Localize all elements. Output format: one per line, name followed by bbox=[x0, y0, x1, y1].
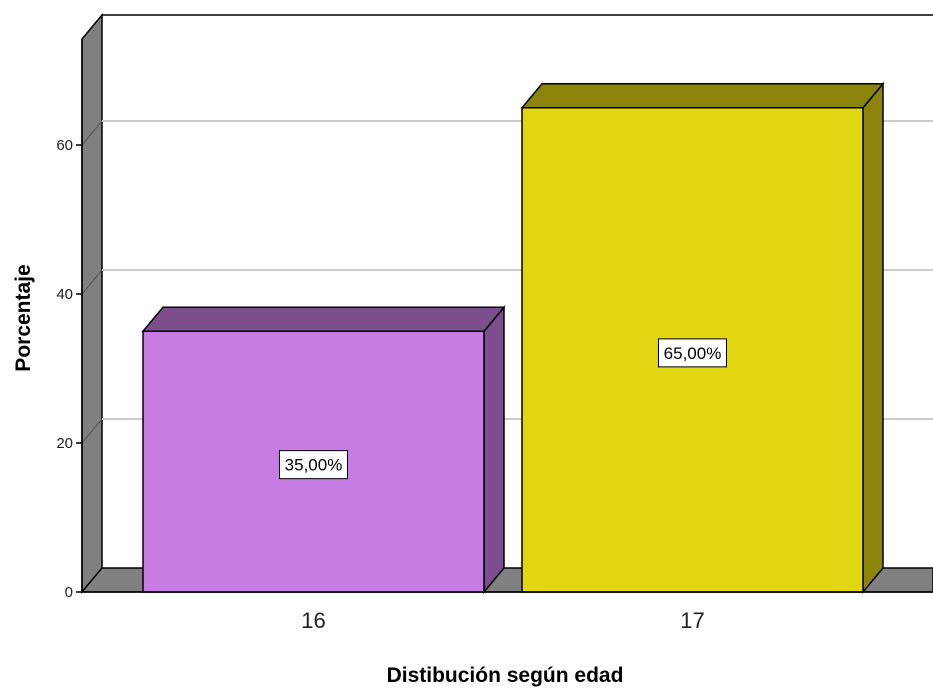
x-tick-label: 16 bbox=[301, 608, 325, 633]
x-axis: 16 17 bbox=[82, 591, 933, 633]
gridline-wall-segment bbox=[81, 269, 103, 295]
y-axis: 0 20 40 60 bbox=[56, 39, 83, 601]
data-label-box bbox=[658, 338, 727, 368]
bar-top bbox=[520, 83, 885, 109]
bar-side bbox=[862, 81, 884, 595]
y-tick-label: 0 bbox=[65, 584, 73, 601]
bar-side bbox=[483, 305, 505, 595]
bar-16: 35,00% bbox=[141, 305, 506, 595]
y-tick-label: 40 bbox=[56, 286, 73, 303]
data-label-box bbox=[279, 450, 348, 480]
data-label: 65,00% bbox=[658, 338, 727, 368]
x-axis-title: Distibución según edad bbox=[387, 664, 624, 687]
gridline-wall-segment bbox=[81, 418, 103, 444]
bar-17: 65,00% bbox=[520, 81, 885, 595]
left-wall bbox=[81, 12, 103, 595]
x-tick-label: 17 bbox=[680, 608, 704, 633]
bar-top bbox=[141, 306, 506, 332]
data-label: 35,00% bbox=[279, 450, 348, 480]
data-label-text: 35,00% bbox=[285, 456, 343, 475]
y-tick-label: 20 bbox=[56, 435, 73, 452]
y-tick-label: 60 bbox=[56, 137, 73, 154]
bars: 35,00% 65,00% bbox=[141, 81, 885, 595]
gridline-wall-segment bbox=[81, 120, 103, 146]
data-label-text: 65,00% bbox=[664, 344, 722, 363]
y-axis-title: Porcentaje bbox=[12, 264, 35, 371]
